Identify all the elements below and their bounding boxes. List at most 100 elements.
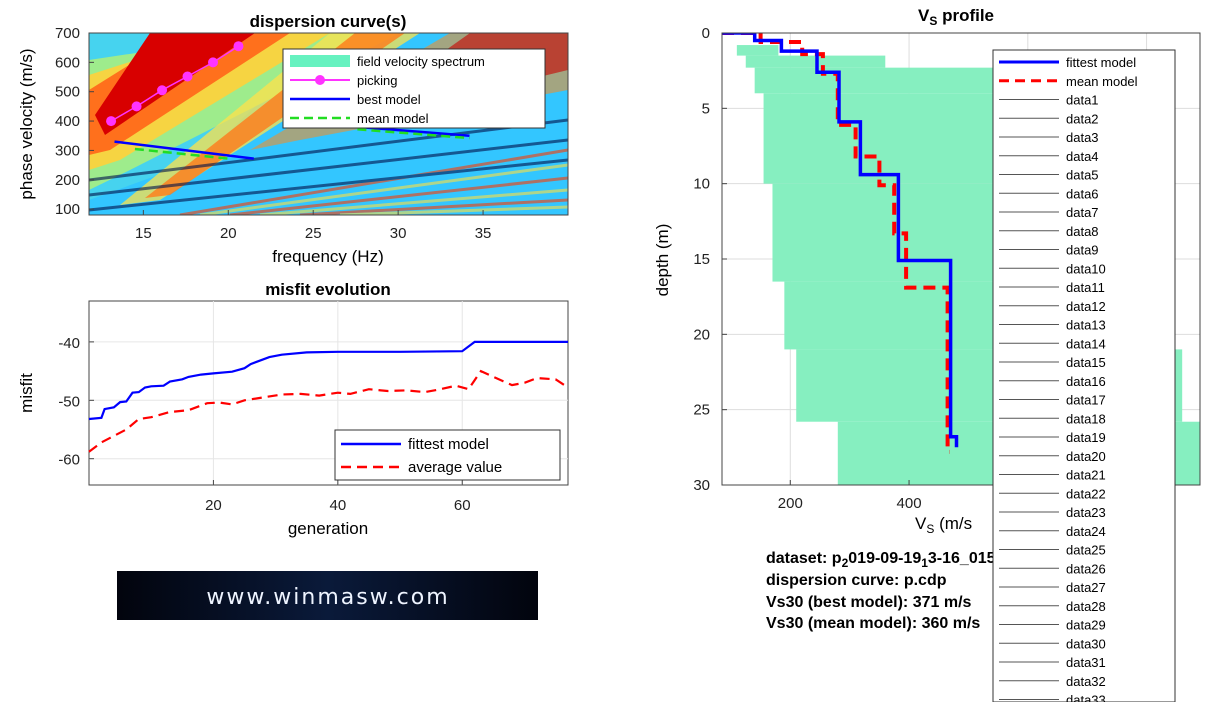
- dispersion-series-mean-model-3: [134, 147, 229, 160]
- vs-ytick-label: 0: [702, 25, 710, 42]
- vs-title-rest: profile: [937, 6, 994, 25]
- vs-legend-label-data25: data25: [1066, 543, 1106, 558]
- misfit-ytick-label: -50: [58, 393, 80, 410]
- misfit-xtick-label: 20: [205, 497, 222, 514]
- vs-xtick-label: 200: [778, 495, 803, 512]
- picking-point: [157, 85, 168, 96]
- vs-info-block: dataset: p2019-09-1913-16_015.sg2 disper…: [766, 550, 1028, 632]
- vs-legend-label-data21: data21: [1066, 468, 1106, 483]
- vs-legend-label-data8: data8: [1066, 224, 1099, 239]
- misfit-panel: misfit evolution 20 40 60 -40 -50 -60 generat…: [17, 280, 569, 538]
- vs-series-fittest-model: [722, 33, 959, 448]
- legend-marker-picking: [315, 75, 325, 85]
- vs-legend-label-data6: data6: [1066, 186, 1099, 201]
- vs-ytick-label: 15: [693, 251, 710, 268]
- dispersion-title: dispersion curve(s): [250, 12, 407, 31]
- vs-legend-label-data28: data28: [1066, 599, 1106, 614]
- vs-ytick-label: 25: [693, 402, 710, 419]
- vs-legend-label-data5: data5: [1066, 168, 1099, 183]
- misfit-xtick-label: 40: [329, 497, 346, 514]
- info-dispersion-curve: dispersion curve: p.cdp: [766, 572, 947, 589]
- misfit-ytick-label: -40: [58, 335, 80, 352]
- vs-xlabel: VS (m/s: [915, 514, 972, 536]
- vs-legend-label-data2: data2: [1066, 111, 1099, 126]
- dispersion-ytick-label: 500: [55, 84, 80, 101]
- vs-legend-label-data9: data9: [1066, 243, 1099, 258]
- misfit-marks: [88, 340, 569, 453]
- dispersion-ylabel: phase velocity (m/s): [17, 48, 36, 199]
- spectrum-bands: [89, 118, 568, 215]
- vs-xtick-label: 400: [897, 495, 922, 512]
- vs-legend-label-data23: data23: [1066, 505, 1106, 520]
- vs-legend-label-data32: data32: [1066, 674, 1106, 689]
- vs-ytick-label: 20: [693, 326, 710, 343]
- vs-legend-label-data26: data26: [1066, 561, 1106, 576]
- vs-title-main: V: [918, 6, 930, 25]
- vs-legend-label-data22: data22: [1066, 486, 1106, 501]
- dispersion-xlabel: frequency (Hz): [272, 247, 383, 266]
- picking-point: [131, 101, 142, 112]
- legend-label-best: best model: [357, 92, 421, 107]
- legend-swatch-spectrum: [290, 55, 350, 67]
- legend-label-average: average value: [408, 459, 502, 476]
- dispersion-xtick-label: 25: [305, 225, 322, 242]
- vs-legend-label-fittest-model: fittest model: [1066, 55, 1136, 70]
- legend-label-picking: picking: [357, 73, 397, 88]
- dispersion-axes-box: [88, 32, 569, 216]
- vs-legend-label-data19: data19: [1066, 430, 1106, 445]
- misfit-ytick-label: -60: [58, 452, 80, 469]
- dispersion-ytick-label: 300: [55, 142, 80, 159]
- vs-legend-label-data1: data1: [1066, 93, 1099, 108]
- vs-legend-label-data24: data24: [1066, 524, 1106, 539]
- dispersion-ytick-label: 100: [55, 201, 80, 218]
- vs-legend-label-data16: data16: [1066, 374, 1106, 389]
- info-dataset: dataset: p2019-09-1913-16_015.sg2: [766, 550, 1028, 570]
- dispersion-xtick-label: 15: [135, 225, 152, 242]
- picking-point: [106, 116, 117, 127]
- picking-point: [233, 41, 244, 52]
- vs-legend-label-data33: data33: [1066, 693, 1106, 702]
- dispersion-ytick-label: 200: [55, 172, 80, 189]
- vs-legend-label-data11: data11: [1066, 280, 1105, 295]
- vs-legend-label-data15: data15: [1066, 355, 1106, 370]
- vs-ytick-label: 10: [693, 176, 710, 193]
- dispersion-ytick-label: 700: [55, 25, 80, 42]
- logo-text[interactable]: www.winmasw.com: [206, 585, 449, 610]
- vs-legend-label-data17: data17: [1066, 393, 1106, 408]
- vs-legend-label-data18: data18: [1066, 411, 1106, 426]
- dispersion-ytick-label: 400: [55, 113, 80, 130]
- vs-title: VS profile: [918, 6, 994, 28]
- dispersion-legend: field velocity spectrum picking best mod…: [282, 48, 546, 129]
- misfit-title: misfit evolution: [265, 280, 391, 299]
- vs-title-sub: S: [929, 14, 937, 28]
- vs-ytick-label: 5: [702, 100, 710, 117]
- vs-legend-label-data3: data3: [1066, 130, 1099, 145]
- vs-legend-label-mean-model: mean model: [1066, 74, 1138, 89]
- vs-legend-label-data29: data29: [1066, 618, 1106, 633]
- vs-legend-label-data31: data31: [1066, 655, 1106, 670]
- misfit-ylabel: misfit: [17, 373, 36, 413]
- vs-legend-label-data4: data4: [1066, 149, 1099, 164]
- misfit-legend: fittest model average value: [334, 429, 561, 481]
- vs-xlabel-rest: (m/s: [934, 514, 972, 533]
- dispersion-xtick-label: 30: [390, 225, 407, 242]
- vs-legend-label-data12: data12: [1066, 299, 1106, 314]
- vs-legend-label-data27: data27: [1066, 580, 1106, 595]
- dispersion-xtick-label: 35: [475, 225, 492, 242]
- vs-field-range-band: [736, 45, 779, 56]
- vs-legend-label-data30: data30: [1066, 636, 1106, 651]
- dispersion-ticks: 15 20 25 30 35 100 200 300 400 500 600 700: [55, 25, 491, 242]
- vs-xlabel-sub: S: [926, 522, 934, 536]
- dispersion-series-best-model-1: [114, 140, 254, 160]
- vs-legend-label-data14: data14: [1066, 336, 1106, 351]
- dispersion-xtick-label: 20: [220, 225, 237, 242]
- vs-profile-panel: VS profile 200400800051015202530 depth (…: [653, 6, 1201, 702]
- misfit-xtick-label: 60: [454, 497, 471, 514]
- vs-legend-label-data13: data13: [1066, 318, 1106, 333]
- info-vs30-mean: Vs30 (mean model): 360 m/s: [766, 615, 980, 632]
- misfit-series-fittest-model: [88, 340, 568, 421]
- winmasw-logo[interactable]: www.winmasw.com: [117, 571, 538, 620]
- info-vs30-best: Vs30 (best model): 371 m/s: [766, 594, 972, 611]
- dispersion-ytick-label: 600: [55, 54, 80, 71]
